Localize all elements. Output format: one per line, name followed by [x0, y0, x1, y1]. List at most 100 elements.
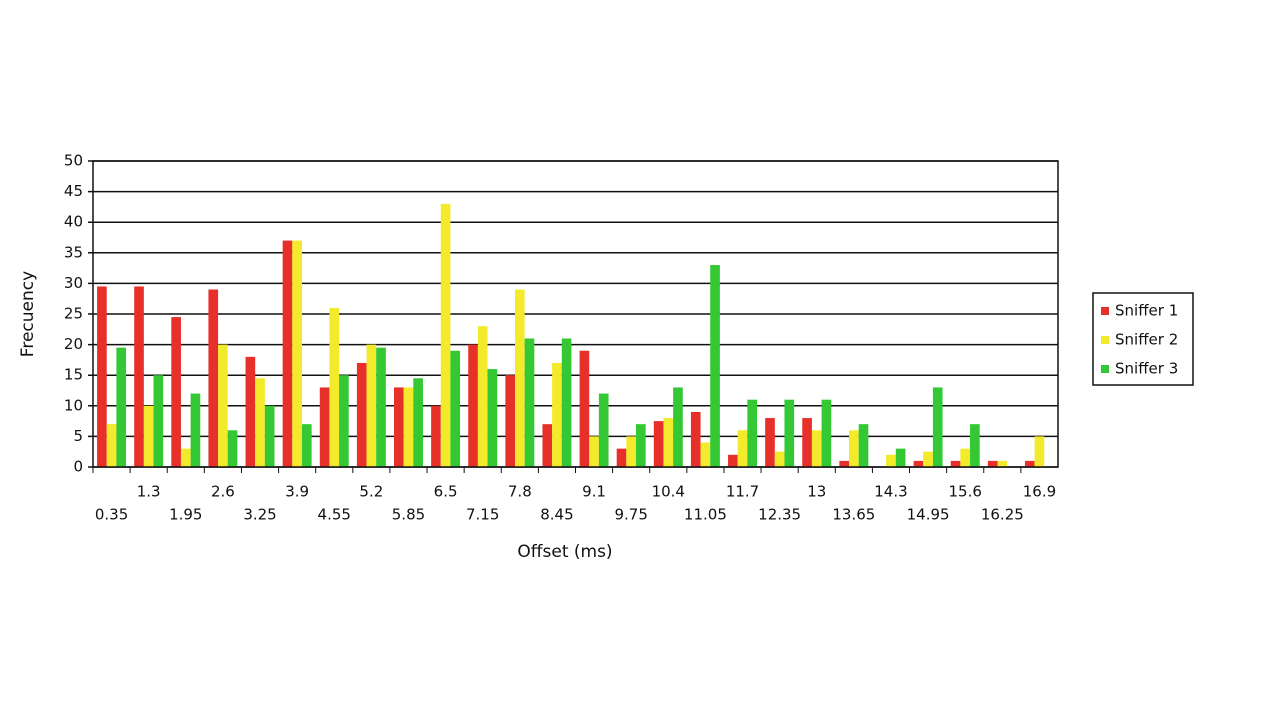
bar	[356, 362, 367, 467]
x-tick-label: 10.4	[652, 483, 685, 501]
bar	[960, 448, 971, 467]
bar	[886, 454, 896, 467]
legend-swatch	[1101, 307, 1109, 315]
bar	[329, 307, 340, 467]
bar	[858, 424, 869, 467]
y-tick-label: 30	[64, 274, 83, 292]
bar	[728, 454, 738, 467]
bar	[710, 265, 720, 467]
x-tick-label: 9.1	[582, 483, 606, 501]
bar	[366, 344, 377, 467]
bar	[932, 387, 943, 467]
y-axis-label: Frecuency	[18, 271, 38, 357]
x-tick-label: 11.05	[684, 506, 727, 524]
bar	[440, 203, 451, 467]
bar	[339, 375, 349, 467]
bar	[700, 442, 711, 467]
bar	[524, 338, 535, 467]
bar	[987, 460, 998, 467]
bar	[616, 448, 627, 467]
bar	[589, 436, 599, 467]
x-tick-label: 2.6	[211, 483, 235, 501]
bar	[180, 448, 191, 467]
bar	[106, 424, 117, 467]
bar	[895, 448, 906, 467]
bar	[821, 399, 832, 467]
bar	[663, 418, 674, 467]
y-tick-label: 50	[64, 152, 83, 170]
x-tick-label: 1.95	[169, 506, 202, 524]
bar	[784, 399, 795, 467]
bar	[690, 411, 701, 467]
bar	[561, 338, 572, 467]
legend-label: Sniffer 1	[1115, 302, 1178, 320]
bar	[171, 317, 181, 467]
bar	[552, 362, 562, 467]
bar	[403, 387, 414, 467]
bar	[218, 344, 228, 467]
x-tick-label: 7.15	[466, 506, 499, 524]
bar	[997, 460, 1008, 467]
x-tick-label: 15.6	[949, 483, 982, 501]
bar	[477, 326, 488, 467]
legend-swatch	[1101, 336, 1109, 344]
plot-frame	[92, 160, 1059, 468]
bar	[765, 418, 775, 467]
bar	[468, 344, 478, 467]
bar	[292, 240, 302, 467]
x-tick-label: 14.95	[907, 506, 950, 524]
bar	[264, 405, 275, 467]
x-tick-label: 6.5	[434, 483, 458, 501]
bar	[134, 286, 144, 467]
bar	[737, 430, 748, 467]
bar	[598, 393, 609, 467]
bar	[542, 424, 553, 467]
bar	[153, 375, 164, 467]
bar	[1024, 460, 1035, 467]
bar	[505, 375, 516, 467]
bar	[143, 405, 154, 467]
y-tick-label: 45	[64, 182, 83, 200]
bar	[431, 405, 441, 467]
bar	[487, 369, 498, 467]
y-tick-label: 5	[73, 427, 83, 445]
bar	[950, 460, 961, 467]
x-tick-label: 16.9	[1023, 483, 1056, 501]
x-tick-label: 16.25	[981, 506, 1024, 524]
x-tick-label: 5.2	[359, 483, 383, 501]
y-tick-label: 40	[64, 213, 83, 231]
x-tick-label: 12.35	[758, 506, 801, 524]
x-tick-label: 14.3	[874, 483, 907, 501]
bar	[635, 424, 646, 467]
x-tick-label: 5.85	[392, 506, 425, 524]
x-tick-label: 3.9	[285, 483, 309, 501]
bar	[319, 387, 330, 467]
x-tick-label: 3.25	[243, 506, 276, 524]
bar	[394, 387, 404, 467]
x-tick-label: 0.35	[95, 506, 128, 524]
bar	[626, 436, 636, 467]
bar	[376, 347, 386, 467]
bar	[255, 378, 265, 467]
bar	[515, 289, 525, 467]
bar	[923, 451, 933, 467]
x-tick-label: 13.65	[832, 506, 875, 524]
bar	[802, 418, 812, 467]
bar	[849, 430, 859, 467]
bar	[747, 399, 757, 467]
legend-label: Sniffer 3	[1115, 360, 1178, 378]
x-axis-label: Offset (ms)	[517, 542, 612, 562]
y-tick-label: 20	[64, 335, 83, 353]
bar	[97, 286, 107, 467]
bar	[1034, 436, 1045, 467]
bar	[116, 347, 127, 467]
bar	[245, 356, 256, 467]
x-tick-label: 9.75	[614, 506, 647, 524]
bar	[970, 424, 980, 467]
bar	[579, 350, 590, 467]
bar	[839, 460, 850, 467]
x-tick-label: 4.55	[318, 506, 351, 524]
legend-box	[1092, 292, 1194, 386]
x-tick-label: 13	[807, 483, 826, 501]
